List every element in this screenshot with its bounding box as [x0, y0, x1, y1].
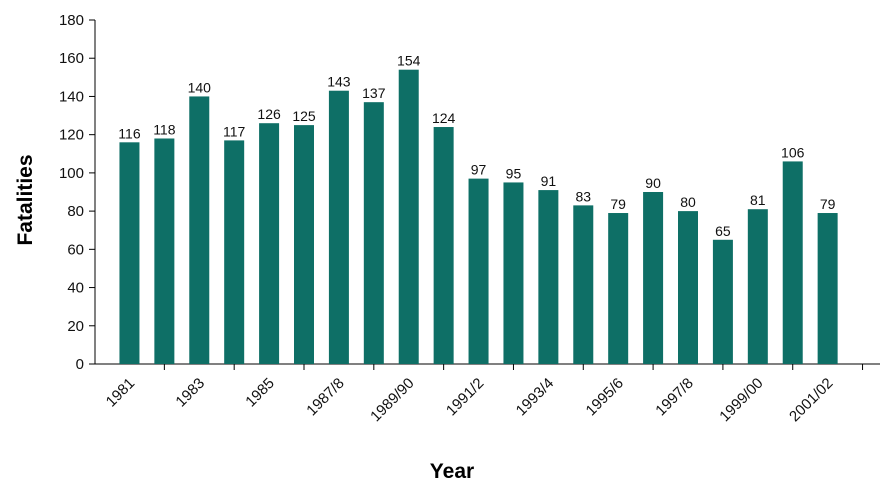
x-tick-label: 1993/4 [513, 375, 557, 419]
x-tick-label: 1985 [242, 375, 278, 411]
bars [119, 69, 838, 365]
y-tick-label: 120 [59, 127, 84, 144]
bar-value-label: 143 [327, 74, 351, 90]
x-tick-label: 1983 [172, 375, 208, 411]
bar [328, 90, 349, 364]
bar [154, 138, 175, 364]
bar [119, 142, 140, 364]
x-axis-title: Year [430, 460, 474, 481]
bar-value-label: 80 [680, 194, 696, 210]
bar-value-label: 97 [471, 162, 487, 178]
bar [503, 182, 524, 364]
bar-value-label: 126 [257, 106, 281, 122]
bar-value-label: 95 [506, 165, 522, 181]
x-tick-label: 1989/90 [367, 375, 417, 425]
bar [538, 190, 559, 364]
y-tick-label: 80 [67, 203, 84, 220]
bar-value-label: 91 [541, 173, 557, 189]
bar [712, 239, 733, 364]
bar-value-label: 116 [118, 125, 141, 141]
y-tick-label: 180 [59, 12, 84, 29]
bar [573, 205, 594, 364]
bar-value-label: 81 [750, 192, 766, 208]
y-tick-label: 140 [59, 88, 84, 105]
x-tick-label: 2001/02 [786, 375, 836, 425]
bar-value-label: 79 [610, 196, 626, 212]
bar [468, 178, 489, 364]
bar [259, 123, 280, 364]
bar [608, 213, 629, 364]
x-tick-label: 1987/8 [303, 375, 347, 419]
bar [747, 209, 768, 364]
bar [643, 192, 664, 364]
bar-value-label: 154 [397, 53, 421, 69]
bar [433, 127, 454, 365]
bar [189, 96, 210, 364]
y-tick-label: 60 [67, 241, 84, 258]
bar [678, 211, 698, 364]
bar-value-label: 106 [781, 144, 805, 160]
bar [817, 213, 838, 364]
y-tick-label: 20 [67, 318, 84, 335]
bar [398, 69, 419, 364]
y-axis-title: Fatalities [14, 154, 37, 245]
x-tick-label: 1981 [103, 375, 139, 411]
x-axis [95, 363, 880, 370]
x-tick-label: 1999/00 [716, 375, 766, 425]
data-labels: 116 118 140 117 126 125 143 137 154 124 97 95 91 83 79… [118, 53, 835, 239]
bar-value-label: 125 [292, 108, 316, 124]
bar-value-label: 117 [223, 123, 246, 139]
y-tick-label: 0 [76, 356, 84, 373]
bar-value-label: 79 [820, 196, 836, 212]
bar-value-label: 90 [645, 175, 661, 191]
bar-value-label: 118 [153, 121, 176, 137]
bar [294, 125, 314, 364]
bar [363, 102, 384, 364]
bar-value-label: 83 [575, 188, 591, 204]
bar-value-label: 140 [188, 79, 212, 95]
bar-value-label: 124 [432, 110, 456, 126]
y-axis: 0 20 40 60 80 100 120 140 160 180 [59, 12, 96, 373]
bar [782, 161, 803, 364]
bar [224, 140, 245, 364]
bar-value-label: 65 [715, 223, 731, 239]
y-tick-label: 100 [59, 165, 84, 182]
y-tick-label: 160 [59, 50, 84, 67]
x-tick-labels: 1981 1983 1985 1987/8 1989/90 1991/2 1993/4 199… [103, 375, 837, 425]
y-tick-label: 40 [67, 280, 84, 297]
bar-value-label: 137 [362, 85, 386, 101]
x-tick-label: 1995/6 [583, 375, 627, 419]
x-tick-label: 1997/8 [652, 375, 696, 419]
x-tick-label: 1991/2 [443, 375, 487, 419]
